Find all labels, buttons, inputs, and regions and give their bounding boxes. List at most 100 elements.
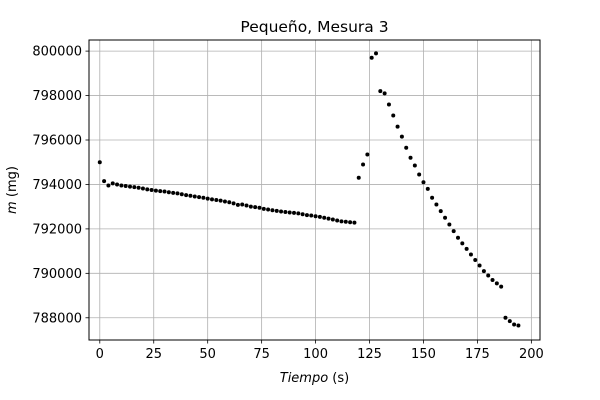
- data-point: [171, 190, 176, 195]
- data-point: [205, 196, 210, 201]
- data-point: [274, 208, 279, 213]
- data-point: [123, 184, 128, 188]
- y-tick-label: 794000: [32, 178, 82, 193]
- data-point: [386, 102, 391, 107]
- data-point: [451, 229, 456, 234]
- data-point: [456, 235, 460, 240]
- x-tick-label: 50: [199, 347, 216, 362]
- data-point: [503, 315, 508, 320]
- data-point: [499, 284, 504, 289]
- data-point: [490, 278, 495, 282]
- data-point: [153, 188, 158, 193]
- y-axis-label: m (mg): [5, 166, 20, 214]
- data-point: [218, 198, 223, 203]
- data-point: [481, 269, 486, 274]
- data-point: [404, 145, 409, 150]
- data-point: [486, 273, 491, 278]
- y-tick-label: 798000: [32, 89, 82, 104]
- data-point: [110, 181, 115, 186]
- data-point: [417, 172, 422, 177]
- data-point: [184, 193, 189, 198]
- data-point: [140, 186, 145, 191]
- data-point: [279, 209, 284, 214]
- data-point: [374, 51, 378, 56]
- data-point: [270, 208, 275, 213]
- data-point: [378, 89, 383, 94]
- x-axis-label-variable: Tiempo: [280, 371, 328, 386]
- data-point: [227, 200, 232, 205]
- plot-frame: [88, 39, 541, 341]
- data-point: [447, 222, 452, 227]
- x-axis-label: Tiempo (s): [280, 371, 349, 386]
- data-point: [240, 202, 245, 207]
- y-tick-label: 800000: [32, 45, 82, 60]
- data-point: [512, 322, 517, 327]
- y-tick-label: 790000: [32, 267, 82, 282]
- data-point: [326, 216, 331, 221]
- data-point: [97, 160, 102, 165]
- data-point: [253, 205, 258, 210]
- data-point: [283, 210, 288, 214]
- data-point: [438, 209, 443, 214]
- data-point: [473, 258, 478, 262]
- data-point: [412, 163, 417, 168]
- data-point: [507, 319, 512, 324]
- data-point: [192, 194, 197, 199]
- data-point: [443, 215, 448, 220]
- y-tick-label: 796000: [32, 134, 82, 149]
- data-point: [149, 188, 154, 192]
- data-point: [158, 189, 163, 194]
- data-point: [231, 201, 236, 206]
- data-point: [292, 210, 296, 215]
- x-axis-label-unit: (s): [328, 371, 349, 386]
- data-point: [460, 241, 465, 246]
- grid: [89, 40, 540, 340]
- data-point: [179, 192, 184, 197]
- data-point: [300, 212, 305, 217]
- data-point: [197, 195, 202, 200]
- data-point: [421, 180, 426, 185]
- data-point: [391, 113, 396, 118]
- data-point: [352, 220, 357, 225]
- data-point: [477, 263, 482, 268]
- x-tick-label: 125: [357, 347, 382, 362]
- y-axis-label-variable: m: [5, 201, 20, 214]
- data-point: [244, 203, 249, 208]
- y-axis-ticks: 788000 790000 792000 794000 796000 798000 8000…: [32, 45, 89, 326]
- y-tick-label: 792000: [32, 222, 82, 237]
- data-point: [369, 55, 374, 60]
- x-tick-label: 200: [519, 347, 544, 362]
- data-point: [222, 199, 227, 204]
- data-point: [399, 134, 404, 139]
- data-points: [97, 51, 521, 328]
- data-point: [296, 211, 301, 216]
- data-point: [102, 179, 107, 184]
- data-point: [430, 195, 435, 200]
- data-point: [175, 191, 180, 196]
- data-point: [330, 217, 335, 222]
- data-point: [434, 202, 439, 207]
- data-point: [313, 214, 318, 219]
- data-point: [516, 323, 521, 328]
- data-point: [201, 195, 206, 200]
- data-point: [382, 91, 387, 96]
- data-point: [132, 185, 137, 190]
- data-point: [464, 246, 469, 251]
- data-point: [145, 187, 150, 192]
- chart-title: Pequeño, Mesura 3: [240, 18, 388, 36]
- data-point: [106, 183, 111, 188]
- data-point: [188, 193, 193, 198]
- data-point: [287, 210, 292, 215]
- data-point: [408, 155, 413, 160]
- x-tick-label: 75: [253, 347, 270, 362]
- data-point: [317, 214, 322, 219]
- data-point: [468, 252, 473, 257]
- x-tick-label: 25: [145, 347, 162, 362]
- data-point: [214, 198, 219, 202]
- data-point: [248, 204, 253, 209]
- data-point: [322, 215, 327, 220]
- data-point: [494, 281, 499, 286]
- data-point: [128, 184, 132, 189]
- x-tick-label: 0: [96, 347, 104, 362]
